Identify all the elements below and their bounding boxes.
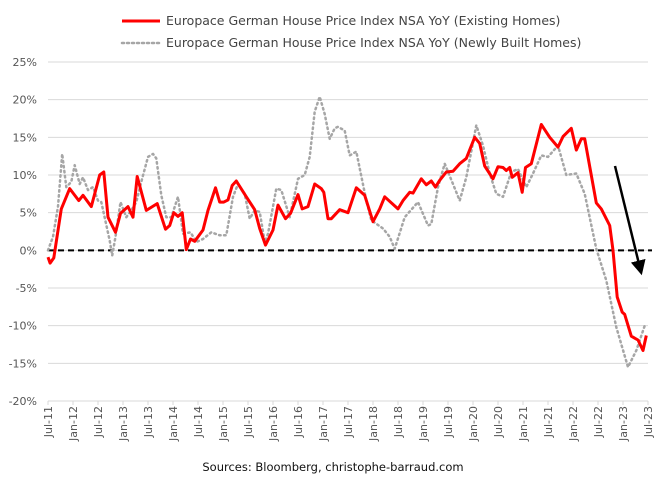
- legend-label-existing: Europace German House Price Index NSA Yo…: [166, 13, 560, 28]
- x-tick-label: Jan-16: [267, 406, 280, 442]
- x-tick-label: Jan-21: [517, 406, 530, 442]
- x-tick-label: Jan-22: [567, 406, 580, 442]
- x-tick-label: Jan-17: [317, 406, 330, 442]
- x-tick-label: Jul-17: [342, 406, 355, 438]
- x-tick-label: Jul-14: [192, 406, 205, 438]
- y-tick-label: 20%: [13, 94, 37, 107]
- x-tick-label: Jan-14: [167, 406, 180, 442]
- y-tick-label: 15%: [13, 131, 37, 144]
- x-tick-label: Jul-21: [542, 406, 555, 438]
- y-tick-label: -5%: [16, 282, 37, 295]
- x-tick-label: Jul-18: [392, 406, 405, 438]
- x-tick-label: Jul-11: [42, 406, 55, 438]
- x-tick-label: Jan-19: [417, 406, 430, 442]
- x-tick-label: Jul-22: [592, 406, 605, 438]
- x-tick-label: Jul-15: [242, 406, 255, 438]
- y-axis-tick-labels: 25% 20% 15% 10% 5% 0% -5% -10% -15% -20%: [9, 56, 37, 408]
- x-tick-label: Jul-12: [92, 406, 105, 438]
- x-tick-label: Jul-16: [292, 406, 305, 438]
- y-tick-label: -20%: [9, 395, 37, 408]
- gridlines: [47, 61, 649, 405]
- legend-label-newly-built: Europace German House Price Index NSA Yo…: [166, 35, 581, 50]
- x-tick-label: Jul-20: [492, 406, 505, 438]
- x-tick-label: Jan-12: [67, 406, 80, 442]
- y-tick-label: 25%: [13, 56, 37, 69]
- y-tick-label: 10%: [13, 169, 37, 182]
- y-tick-label: 0%: [20, 244, 37, 257]
- x-tick-label: Jul-19: [442, 406, 455, 438]
- series-lines: [46, 95, 648, 369]
- x-tick-label: Jan-15: [217, 406, 230, 442]
- y-tick-label: -10%: [9, 320, 37, 333]
- x-tick-label: Jan-13: [117, 406, 130, 442]
- y-tick-label: -15%: [9, 357, 37, 370]
- x-tick-label: Jul-13: [142, 406, 155, 438]
- x-tick-label: Jan-18: [367, 406, 380, 442]
- source-caption: Sources: Bloomberg, christophe-barraud.c…: [202, 460, 463, 474]
- x-tick-label: Jan-23: [617, 406, 630, 442]
- series-line-existing-homes: [46, 123, 648, 352]
- legend: Europace German House Price Index NSA Yo…: [120, 13, 581, 50]
- x-tick-label: Jan-20: [467, 406, 480, 442]
- y-tick-label: 5%: [20, 207, 37, 220]
- x-tick-label: Jul-23: [642, 406, 655, 438]
- down-arrow-annotation: [613, 165, 646, 276]
- x-axis-tick-labels: Jul-11 Jan-12 Jul-12 Jan-13 Jul-13 Jan-14 Jul-…: [42, 406, 655, 442]
